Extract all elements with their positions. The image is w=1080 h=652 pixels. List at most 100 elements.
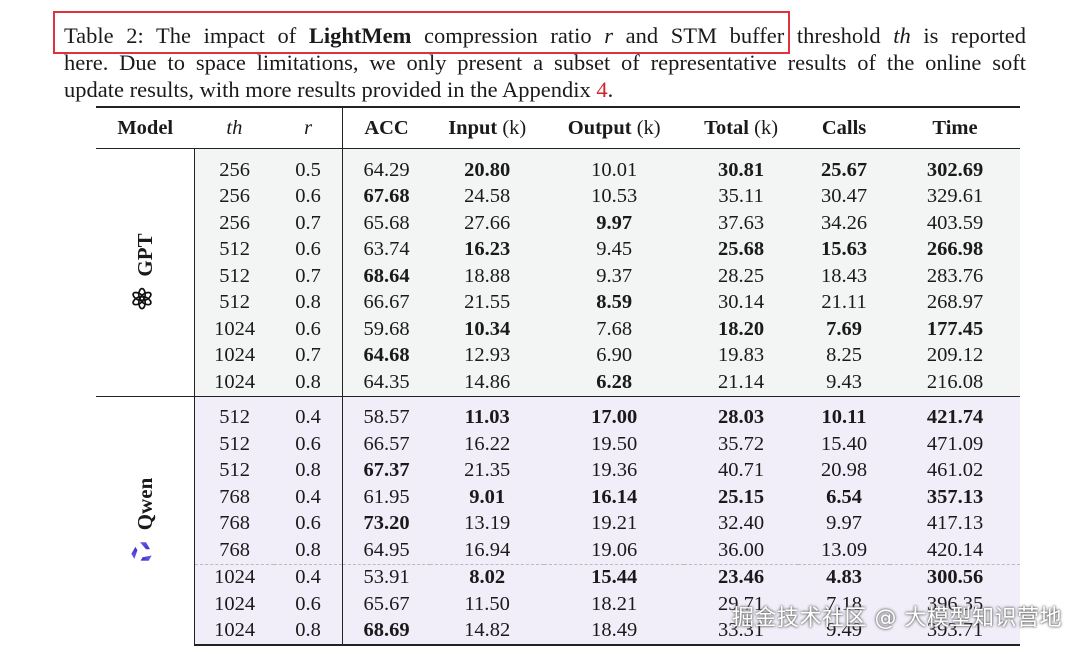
cell-input: 16.94 bbox=[430, 537, 545, 564]
cell-output: 8.59 bbox=[544, 289, 685, 316]
header-total: Total (k) bbox=[684, 106, 799, 149]
caption-var-th: th bbox=[893, 23, 911, 48]
cell-th: 512 bbox=[194, 236, 275, 263]
cell-th: 512 bbox=[194, 457, 275, 484]
cell-input: 11.50 bbox=[430, 591, 545, 618]
caption-text-4: is reported bbox=[910, 23, 1027, 48]
cell-r: 0.7 bbox=[274, 263, 343, 290]
cell-input: 18.88 bbox=[430, 263, 545, 290]
cell-time: 177.45 bbox=[890, 316, 1020, 343]
cell-r: 0.8 bbox=[274, 369, 343, 396]
cell-r: 0.6 bbox=[274, 236, 343, 263]
header-acc: ACC bbox=[342, 106, 431, 149]
table-row: 768 0.6 73.20 13.19 19.21 32.40 9.97 417.13 bbox=[96, 510, 1020, 537]
header-input: Input (k) bbox=[430, 106, 545, 149]
cell-th: 1024 bbox=[194, 591, 275, 618]
table-row: 512 0.6 66.57 16.22 19.50 35.72 15.40 471.09 bbox=[96, 431, 1020, 458]
cell-time: 461.02 bbox=[890, 457, 1020, 484]
cell-r: 0.8 bbox=[274, 457, 343, 484]
cell-output: 6.28 bbox=[544, 369, 685, 396]
caption-highlight-box bbox=[53, 11, 790, 54]
caption-line-3-text: update results, with more results provid… bbox=[64, 77, 597, 102]
cell-th: 1024 bbox=[194, 563, 275, 591]
cell-time: 329.61 bbox=[890, 183, 1020, 210]
cell-output: 19.06 bbox=[544, 537, 685, 564]
cell-input: 8.02 bbox=[430, 563, 545, 591]
caption-line-3: update results, with more results provid… bbox=[64, 76, 1026, 103]
cell-acc: 68.69 bbox=[342, 617, 431, 646]
caption-var-r: r bbox=[604, 23, 614, 48]
model-cell-gpt: GPT bbox=[96, 148, 195, 396]
cell-total: 29.71 bbox=[684, 591, 799, 618]
cell-time: 417.13 bbox=[890, 510, 1020, 537]
cell-calls: 21.11 bbox=[798, 289, 891, 316]
cell-r: 0.4 bbox=[274, 484, 343, 511]
cell-total: 18.20 bbox=[684, 316, 799, 343]
cell-calls: 10.11 bbox=[798, 395, 891, 431]
cell-input: 27.66 bbox=[430, 210, 545, 237]
cell-time: 283.76 bbox=[890, 263, 1020, 290]
cell-r: 0.4 bbox=[274, 563, 343, 591]
cell-total: 28.25 bbox=[684, 263, 799, 290]
cell-total: 33.31 bbox=[684, 617, 799, 646]
caption-line-2: here. Due to space limitations, we only … bbox=[64, 50, 1026, 75]
cell-input: 12.93 bbox=[430, 342, 545, 369]
model-name: GPT bbox=[132, 233, 157, 277]
cell-calls: 4.83 bbox=[798, 563, 891, 591]
cell-acc: 58.57 bbox=[342, 395, 431, 431]
cell-th: 512 bbox=[194, 263, 275, 290]
caption-table-label: Table 2: bbox=[64, 23, 144, 48]
model-name: Qwen bbox=[132, 477, 157, 531]
cell-input: 20.80 bbox=[430, 148, 545, 184]
table-row: 512 0.6 63.74 16.23 9.45 25.68 15.63 266.98 bbox=[96, 236, 1020, 263]
cell-r: 0.8 bbox=[274, 537, 343, 564]
cell-input: 21.55 bbox=[430, 289, 545, 316]
cell-th: 512 bbox=[194, 289, 275, 316]
cell-calls: 20.98 bbox=[798, 457, 891, 484]
header-model: Model bbox=[96, 106, 195, 149]
appendix-reference-link[interactable]: 4 bbox=[596, 77, 608, 102]
table-row: 256 0.7 65.68 27.66 9.97 37.63 34.26 403.59 bbox=[96, 210, 1020, 237]
cell-th: 512 bbox=[194, 395, 275, 431]
cell-calls: 13.09 bbox=[798, 537, 891, 564]
table-body: GPT 256 0.5 64.29 20.80 10.01 30.81 25.67 302.69… bbox=[96, 148, 1020, 646]
cell-calls: 8.25 bbox=[798, 342, 891, 369]
cell-time: 266.98 bbox=[890, 236, 1020, 263]
cell-time: 396.35 bbox=[890, 591, 1020, 618]
cell-calls: 9.43 bbox=[798, 369, 891, 396]
cell-calls: 18.43 bbox=[798, 263, 891, 290]
cell-th: 768 bbox=[194, 510, 275, 537]
cell-output: 9.97 bbox=[544, 210, 685, 237]
cell-r: 0.4 bbox=[274, 395, 343, 431]
cell-input: 16.22 bbox=[430, 431, 545, 458]
cell-output: 17.00 bbox=[544, 395, 685, 431]
cell-r: 0.7 bbox=[274, 342, 343, 369]
caption-text-3: and STM buffer threshold bbox=[613, 23, 894, 48]
cell-acc: 59.68 bbox=[342, 316, 431, 343]
caption-text-2: compression ratio bbox=[411, 23, 605, 48]
cell-input: 10.34 bbox=[430, 316, 545, 343]
cell-total: 30.81 bbox=[684, 148, 799, 184]
cell-calls: 6.54 bbox=[798, 484, 891, 511]
header-r: r bbox=[274, 106, 343, 149]
cell-acc: 68.64 bbox=[342, 263, 431, 290]
cell-r: 0.6 bbox=[274, 316, 343, 343]
cell-r: 0.6 bbox=[274, 510, 343, 537]
cell-th: 1024 bbox=[194, 369, 275, 396]
cell-r: 0.6 bbox=[274, 591, 343, 618]
cell-time: 471.09 bbox=[890, 431, 1020, 458]
cell-acc: 73.20 bbox=[342, 510, 431, 537]
cell-acc: 64.35 bbox=[342, 369, 431, 396]
table-row: 1024 0.7 64.68 12.93 6.90 19.83 8.25 209.12 bbox=[96, 342, 1020, 369]
cell-th: 768 bbox=[194, 537, 275, 564]
table-caption: Table 2: The impact of LightMem compress… bbox=[64, 22, 1026, 103]
header-time: Time bbox=[890, 106, 1020, 149]
qwen-icon bbox=[130, 540, 160, 564]
table-row: 1024 0.4 53.91 8.02 15.44 23.46 4.83 300.56 bbox=[96, 563, 1020, 591]
cell-total: 30.14 bbox=[684, 289, 799, 316]
header-output: Output (k) bbox=[544, 106, 685, 149]
cell-time: 393.71 bbox=[890, 617, 1020, 646]
cell-acc: 61.95 bbox=[342, 484, 431, 511]
cell-input: 14.86 bbox=[430, 369, 545, 396]
cell-r: 0.7 bbox=[274, 210, 343, 237]
